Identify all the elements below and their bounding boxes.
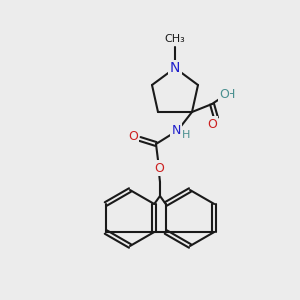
Text: H: H xyxy=(225,88,235,100)
Text: N: N xyxy=(171,124,181,137)
Text: O: O xyxy=(207,118,217,130)
Text: N: N xyxy=(170,61,180,75)
Text: O: O xyxy=(154,161,164,175)
Text: CH₃: CH₃ xyxy=(165,34,185,44)
Text: H: H xyxy=(182,130,190,140)
Text: O: O xyxy=(128,130,138,143)
Text: O: O xyxy=(219,88,229,101)
